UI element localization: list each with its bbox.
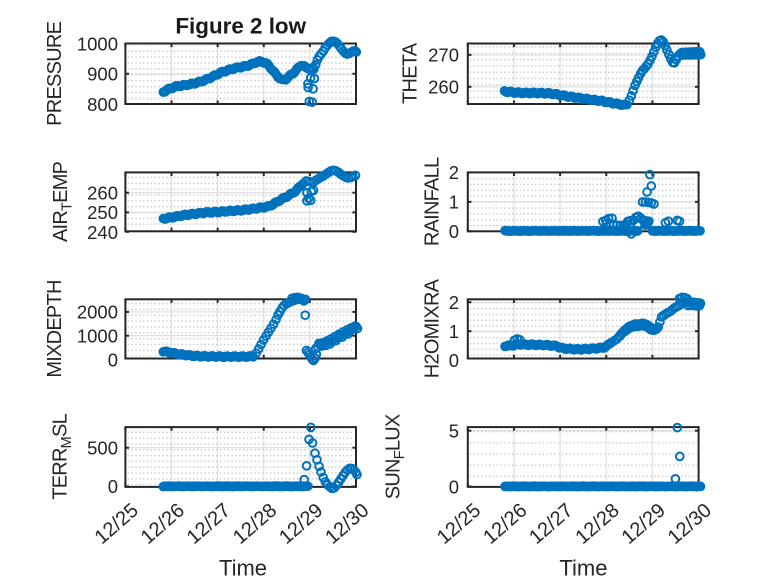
svg-text:1: 1 — [449, 192, 459, 213]
svg-text:1: 1 — [449, 321, 459, 342]
svg-text:260: 260 — [87, 183, 118, 204]
svg-text:500: 500 — [87, 438, 118, 459]
svg-text:TERRMSL: TERRMSL — [50, 413, 76, 499]
svg-text:Time: Time — [219, 555, 267, 580]
svg-text:2: 2 — [449, 162, 459, 183]
svg-text:1000: 1000 — [77, 326, 118, 347]
svg-text:0: 0 — [108, 476, 118, 497]
svg-text:RAINFALL: RAINFALL — [422, 157, 444, 246]
svg-text:2000: 2000 — [77, 302, 118, 323]
svg-text:5: 5 — [449, 421, 459, 442]
svg-text:Figure 2 low: Figure 2 low — [175, 14, 306, 39]
svg-text:0: 0 — [449, 476, 459, 497]
svg-text:1000: 1000 — [77, 33, 118, 54]
svg-text:800: 800 — [87, 94, 118, 115]
svg-text:0: 0 — [449, 221, 459, 242]
svg-text:H2OMIXRA: H2OMIXRA — [422, 278, 444, 378]
svg-text:270: 270 — [428, 45, 459, 66]
svg-text:MIXDEPTH: MIXDEPTH — [44, 280, 66, 377]
svg-text:240: 240 — [87, 222, 118, 243]
svg-text:THETA: THETA — [399, 42, 421, 104]
svg-text:PRESSURE: PRESSURE — [44, 21, 66, 125]
svg-text:900: 900 — [87, 64, 118, 85]
svg-text:2: 2 — [449, 292, 459, 313]
svg-text:260: 260 — [428, 77, 459, 98]
svg-text:Time: Time — [559, 555, 607, 580]
svg-text:250: 250 — [87, 202, 118, 223]
svg-text:0: 0 — [449, 350, 459, 371]
svg-text:AIRTEMP: AIRTEMP — [50, 161, 76, 242]
svg-text:0: 0 — [108, 349, 118, 370]
